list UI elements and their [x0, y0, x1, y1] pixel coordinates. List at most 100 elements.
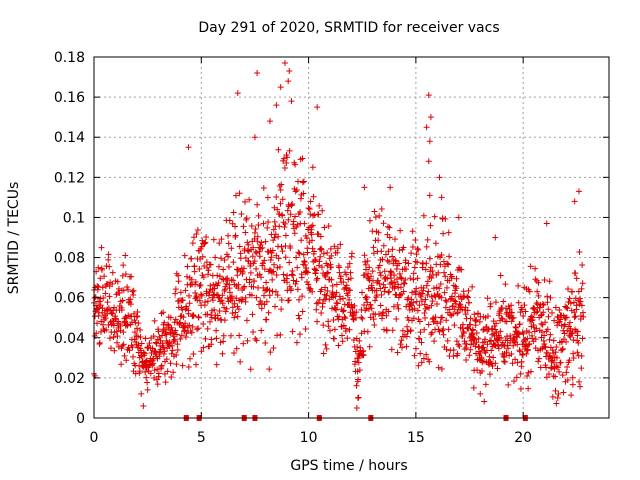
data-point	[523, 343, 530, 350]
data-point	[439, 314, 446, 321]
data-point	[420, 285, 427, 292]
data-point	[364, 258, 371, 265]
data-point	[300, 190, 307, 197]
data-point	[292, 280, 299, 287]
data-point	[533, 300, 540, 307]
data-point	[289, 272, 296, 279]
data-point	[450, 310, 457, 317]
data-point	[198, 292, 205, 299]
data-point	[347, 287, 354, 294]
data-point	[190, 234, 197, 241]
data-point	[97, 328, 104, 335]
data-point	[428, 302, 435, 309]
data-point	[451, 322, 458, 329]
data-point	[266, 266, 273, 273]
data-point	[440, 325, 447, 332]
data-point	[371, 208, 378, 215]
data-point	[247, 260, 254, 267]
data-point	[564, 364, 571, 371]
data-point	[310, 193, 317, 200]
data-point	[564, 327, 571, 334]
data-point	[579, 261, 586, 268]
data-point	[418, 298, 425, 305]
data-point	[438, 366, 445, 373]
data-point	[564, 305, 571, 312]
data-point	[387, 184, 394, 191]
data-point	[401, 280, 408, 287]
data-point	[395, 260, 402, 267]
data-point	[314, 104, 321, 111]
data-point	[568, 330, 575, 337]
data-point	[250, 329, 257, 336]
y-tick-label: 0.06	[54, 291, 85, 307]
data-point	[570, 354, 577, 361]
data-point	[270, 344, 277, 351]
data-point	[467, 315, 474, 322]
data-point	[219, 292, 226, 299]
data-point	[295, 312, 302, 319]
data-point	[128, 273, 135, 280]
data-point	[459, 306, 466, 313]
data-point	[195, 325, 202, 332]
data-point	[267, 257, 274, 264]
data-point	[264, 224, 271, 231]
data-point	[514, 359, 521, 366]
data-point	[423, 243, 430, 250]
data-point	[402, 276, 409, 283]
data-point	[426, 192, 433, 199]
data-point	[556, 368, 563, 375]
data-point	[173, 351, 180, 358]
data-point	[430, 285, 437, 292]
data-point	[532, 336, 539, 343]
data-point	[229, 297, 236, 304]
data-point	[444, 337, 451, 344]
data-point	[492, 326, 499, 333]
data-point	[184, 273, 191, 280]
data-point	[226, 217, 233, 224]
data-point	[292, 161, 299, 168]
data-point	[256, 271, 263, 278]
data-point	[563, 338, 570, 345]
data-point	[578, 302, 585, 309]
data-point	[151, 317, 158, 324]
data-point	[258, 305, 265, 312]
data-point	[489, 363, 496, 370]
data-point	[512, 356, 519, 363]
data-point	[428, 274, 435, 281]
data-point	[464, 307, 471, 314]
data-point	[376, 212, 383, 219]
data-point	[563, 314, 570, 321]
data-point	[540, 309, 547, 316]
data-point	[348, 250, 355, 257]
data-point	[167, 360, 174, 367]
data-point	[296, 315, 303, 322]
data-point	[324, 287, 331, 294]
x-tick-labels: 0 5 10 15 20	[90, 430, 533, 446]
data-point	[234, 303, 241, 310]
data-point	[467, 321, 474, 328]
data-point	[410, 270, 417, 277]
data-point	[443, 284, 450, 291]
data-point	[120, 341, 127, 348]
data-point	[209, 297, 216, 304]
data-point	[386, 288, 393, 295]
data-point	[488, 347, 495, 354]
data-point	[336, 313, 343, 320]
data-point	[462, 311, 469, 318]
data-point	[205, 271, 212, 278]
data-point	[210, 291, 217, 298]
data-point	[160, 309, 167, 316]
data-point	[395, 284, 402, 291]
data-point	[177, 289, 184, 296]
data-point	[271, 234, 278, 241]
data-point	[425, 92, 432, 99]
y-tick-label: 0.14	[54, 130, 85, 146]
data-point	[246, 276, 253, 283]
data-point	[515, 282, 522, 289]
data-point	[137, 327, 144, 334]
data-point	[316, 258, 323, 265]
data-point	[422, 296, 429, 303]
data-point	[363, 266, 370, 273]
data-point	[244, 239, 251, 246]
data-point	[288, 285, 295, 292]
